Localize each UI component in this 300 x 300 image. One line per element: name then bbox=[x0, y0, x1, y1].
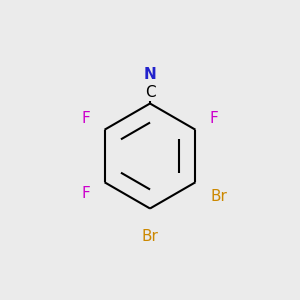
Text: C: C bbox=[145, 85, 155, 100]
Text: F: F bbox=[82, 111, 90, 126]
Text: N: N bbox=[144, 67, 156, 82]
Text: F: F bbox=[82, 185, 90, 200]
Text: Br: Br bbox=[142, 229, 158, 244]
Text: F: F bbox=[210, 111, 218, 126]
Text: Br: Br bbox=[211, 188, 228, 203]
